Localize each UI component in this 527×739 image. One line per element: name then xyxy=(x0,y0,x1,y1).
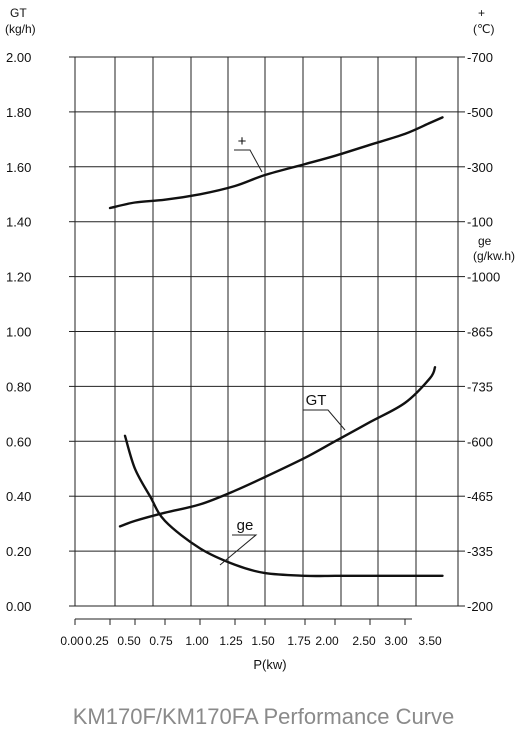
right-axis-upper-title: + xyxy=(478,6,485,20)
x-axis-tick-label: 3.50 xyxy=(418,634,442,648)
series-line-temperature xyxy=(108,116,444,210)
left-axis-tick-label: 0.00 xyxy=(6,599,31,614)
left-axis-title: GT xyxy=(10,6,27,20)
left-axis-tick-label: 1.80 xyxy=(6,105,31,120)
right-axis-upper-tick-label: -500 xyxy=(467,105,493,120)
left-axis-tick-label: 0.40 xyxy=(6,489,31,504)
x-axis-tick-label: 1.75 xyxy=(287,634,311,648)
x-axis-tick-label: 0.50 xyxy=(117,634,141,648)
x-axis-tick-label: 2.50 xyxy=(352,634,376,648)
right-axis-lower-tick-label: -465 xyxy=(467,489,493,504)
right-axis-lower-tick-label: -1000 xyxy=(467,270,500,285)
x-axis-tick-label: 1.25 xyxy=(219,634,243,648)
right-axis-lower-tick-label: -865 xyxy=(467,325,493,340)
performance-chart: 2.00 1.80 1.60 1.40 1.20 1.00 0.80 0.60 0.40 0.20… xyxy=(5,6,515,672)
series-label-gt: GT xyxy=(306,392,327,409)
x-axis-tick-label: 2.00 xyxy=(315,634,339,648)
left-axis-tick-label: 1.40 xyxy=(6,215,31,230)
right-axis-lower-title: ge xyxy=(478,234,492,248)
chart-caption: KM170F/KM170FA Performance Curve xyxy=(72,704,455,729)
left-axis-tick-label: 0.80 xyxy=(6,379,31,394)
right-axis-lower-unit: (g/kw.h) xyxy=(473,249,515,263)
x-axis-title: P(kw) xyxy=(253,657,286,672)
right-axis-lower-tick-label: -600 xyxy=(467,434,493,449)
right-axis-upper-tick-label: -300 xyxy=(467,160,493,175)
tick-labels: 2.00 1.80 1.60 1.40 1.20 1.00 0.80 0.60 0.40 0.20… xyxy=(5,6,515,672)
left-axis-tick-label: 1.20 xyxy=(6,270,31,285)
right-axis-lower-tick-label: -200 xyxy=(467,599,493,614)
right-axis-upper-tick-label: -100 xyxy=(467,215,493,230)
series-leader-gt xyxy=(303,409,346,431)
left-axis-tick-label: 0.20 xyxy=(6,544,31,559)
x-axis-tick-label: 0.25 xyxy=(85,634,109,648)
grid xyxy=(74,56,459,607)
left-axis-tick-label: 1.60 xyxy=(6,160,31,175)
series-leader-ge xyxy=(219,534,258,566)
left-axis-unit: (kg/h) xyxy=(5,22,36,36)
series-label-ge: ge xyxy=(237,517,254,534)
series-label-temperature: + xyxy=(238,133,247,150)
right-axis-upper-unit: (℃) xyxy=(473,22,494,36)
right-axis-upper-tick-label: -700 xyxy=(467,50,493,65)
x-axis-tick-label: 1.00 xyxy=(185,634,209,648)
x-axis-tick-label: 0.75 xyxy=(149,634,173,648)
x-axis-tick-label: 0.00 xyxy=(60,634,84,648)
right-axis-lower-tick-label: -335 xyxy=(467,544,493,559)
series-line-ge xyxy=(123,434,444,578)
series-lines xyxy=(108,116,444,578)
x-axis-tick-label: 1.50 xyxy=(251,634,275,648)
left-axis-tick-label: 1.00 xyxy=(6,325,31,340)
series-annotations: + GT ge xyxy=(219,133,346,566)
series-line-gt xyxy=(118,366,437,528)
left-axis-tick-label: 2.00 xyxy=(6,50,31,65)
x-axis-tick-label: 3.00 xyxy=(384,634,408,648)
left-axis-tick-label: 0.60 xyxy=(6,434,31,449)
right-axis-lower-tick-label: -735 xyxy=(467,379,493,394)
axes xyxy=(69,56,465,625)
series-leader-temperature xyxy=(234,149,263,173)
